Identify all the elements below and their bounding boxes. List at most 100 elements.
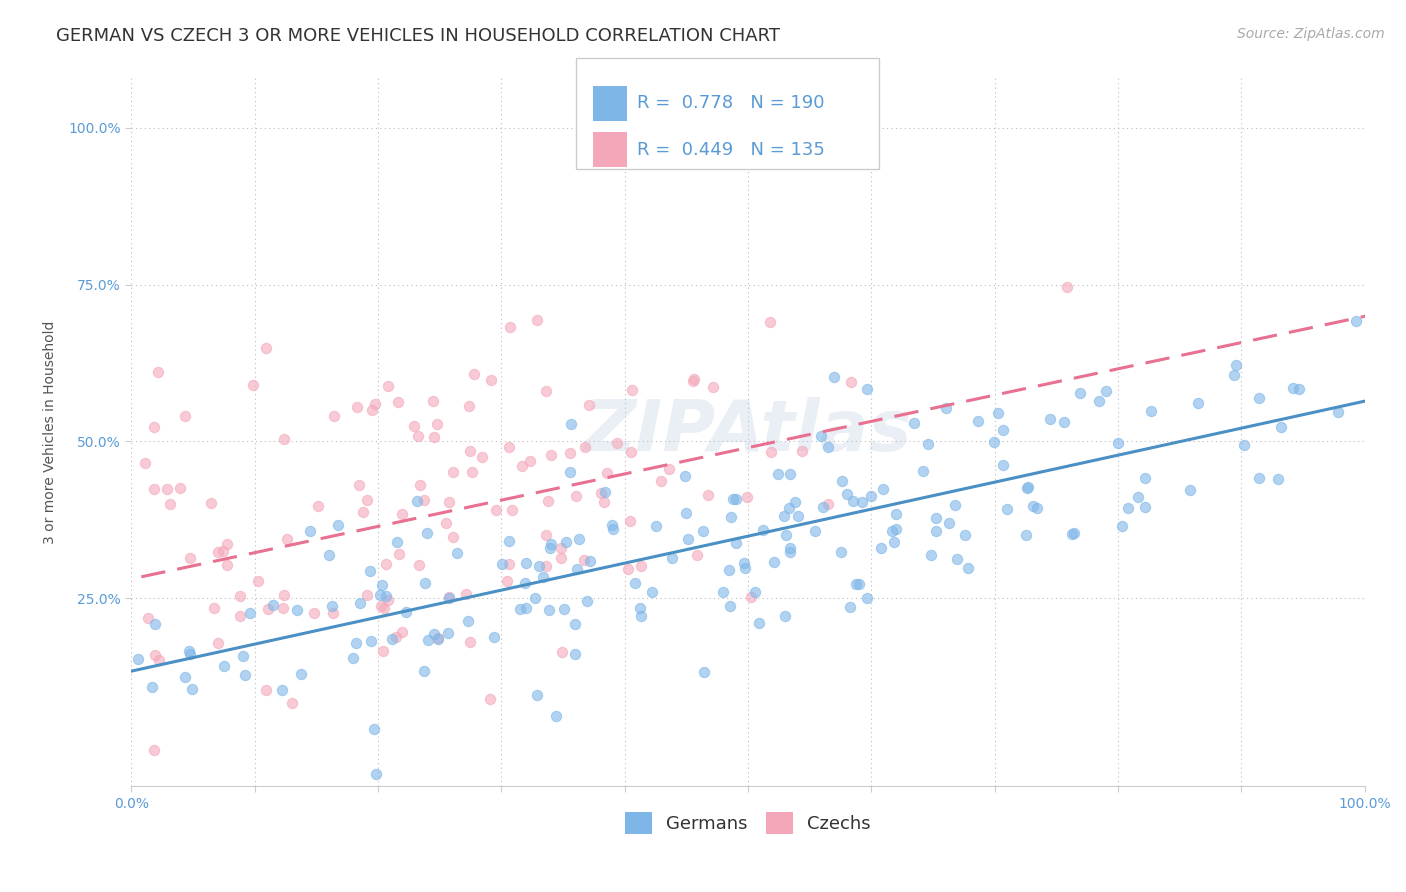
Point bbox=[531, 570, 554, 584]
Point bbox=[463, 367, 485, 381]
Point bbox=[855, 591, 877, 605]
Point bbox=[62, 573, 84, 587]
Point bbox=[692, 524, 714, 539]
Point bbox=[943, 498, 966, 512]
Point bbox=[725, 491, 748, 506]
Point bbox=[406, 429, 429, 443]
Point bbox=[519, 454, 541, 468]
Point bbox=[499, 319, 522, 334]
Point bbox=[391, 507, 413, 521]
Point bbox=[377, 593, 399, 607]
Point bbox=[991, 423, 1014, 437]
Point bbox=[207, 636, 229, 650]
Point bbox=[0, 684, 18, 698]
Point bbox=[515, 600, 537, 615]
Point bbox=[564, 647, 586, 661]
Point bbox=[273, 588, 295, 602]
Point bbox=[602, 522, 624, 536]
Point bbox=[352, 505, 374, 519]
Point bbox=[454, 587, 477, 601]
Point bbox=[620, 445, 643, 459]
Point bbox=[925, 524, 948, 538]
Legend: Germans, Czechs: Germans, Czechs bbox=[624, 812, 872, 834]
Point bbox=[1026, 501, 1049, 516]
Point bbox=[595, 466, 617, 480]
Point bbox=[273, 432, 295, 446]
Point bbox=[1180, 483, 1202, 498]
Point bbox=[536, 528, 558, 542]
Point bbox=[718, 563, 741, 577]
Point bbox=[143, 648, 166, 662]
Point bbox=[373, 601, 395, 615]
Point bbox=[917, 437, 939, 451]
Point bbox=[491, 557, 513, 571]
Point bbox=[641, 585, 664, 599]
Point bbox=[423, 430, 446, 444]
Point bbox=[318, 549, 340, 563]
Point bbox=[387, 395, 409, 409]
Point bbox=[257, 602, 280, 616]
Point bbox=[254, 683, 277, 698]
Point bbox=[426, 417, 449, 432]
Point bbox=[560, 417, 582, 431]
Point bbox=[423, 627, 446, 641]
Point bbox=[953, 528, 976, 542]
Point bbox=[591, 486, 613, 500]
Point bbox=[686, 548, 709, 562]
Point bbox=[217, 537, 239, 551]
Point bbox=[115, 852, 138, 866]
Point bbox=[534, 558, 557, 573]
Point bbox=[884, 507, 907, 521]
Point bbox=[621, 383, 644, 397]
Point bbox=[146, 365, 169, 379]
Point bbox=[564, 617, 586, 632]
Point bbox=[385, 534, 408, 549]
Point bbox=[744, 585, 766, 599]
Point bbox=[281, 696, 304, 710]
Point bbox=[911, 464, 934, 478]
Point bbox=[725, 536, 748, 550]
Point bbox=[96, 491, 118, 505]
Point bbox=[242, 377, 264, 392]
Point bbox=[538, 603, 561, 617]
Point bbox=[0, 760, 20, 774]
Point bbox=[606, 435, 628, 450]
Point bbox=[515, 556, 537, 570]
Point bbox=[1267, 472, 1289, 486]
Point bbox=[1039, 411, 1062, 425]
Point bbox=[515, 575, 537, 590]
Point bbox=[995, 502, 1018, 516]
Point bbox=[485, 503, 508, 517]
Point bbox=[1223, 368, 1246, 382]
Point bbox=[155, 482, 177, 496]
Point bbox=[987, 406, 1010, 420]
Point bbox=[360, 633, 382, 648]
Point bbox=[349, 596, 371, 610]
Point bbox=[565, 489, 588, 503]
Point bbox=[290, 666, 312, 681]
Point bbox=[835, 486, 858, 500]
Point bbox=[880, 524, 903, 539]
Point bbox=[938, 516, 960, 530]
Point bbox=[58, 618, 80, 632]
Point bbox=[409, 478, 432, 492]
Point bbox=[540, 537, 562, 551]
Point bbox=[787, 508, 810, 523]
Point bbox=[202, 601, 225, 615]
Point bbox=[307, 499, 329, 513]
Point bbox=[673, 469, 696, 483]
Point bbox=[370, 599, 392, 613]
Point bbox=[856, 383, 879, 397]
Point bbox=[550, 645, 572, 659]
Point bbox=[373, 644, 395, 658]
Point bbox=[1022, 500, 1045, 514]
Point bbox=[262, 599, 284, 613]
Point bbox=[39, 662, 62, 676]
Point bbox=[441, 466, 464, 480]
Point bbox=[422, 394, 444, 409]
Point bbox=[790, 444, 813, 458]
Point bbox=[946, 551, 969, 566]
Point bbox=[359, 564, 381, 578]
Point bbox=[479, 373, 502, 387]
Point bbox=[720, 599, 742, 613]
